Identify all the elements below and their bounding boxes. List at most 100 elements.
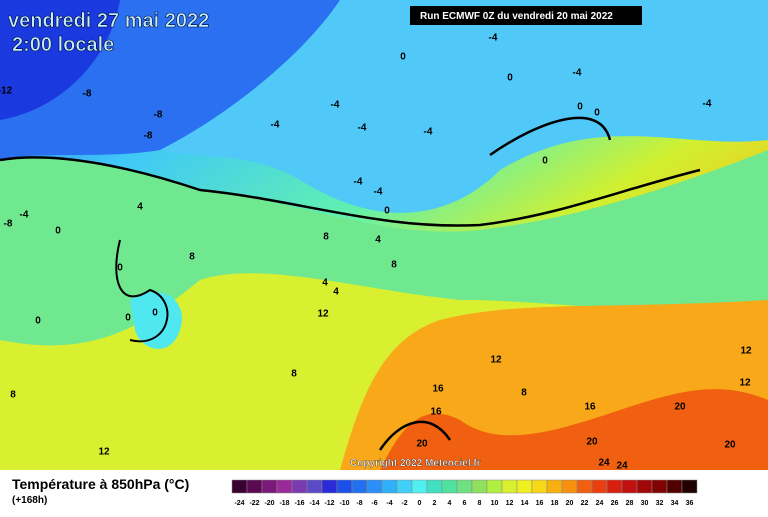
scale-swatch (471, 479, 488, 494)
contour-label: 8 (521, 388, 527, 399)
scale-swatch (681, 479, 698, 494)
isotherm-20 (378, 420, 452, 451)
copyright: Copyright 2022 Meteociel.fr (350, 458, 481, 469)
contour-label: 12 (98, 447, 110, 458)
cold-core (0, 0, 120, 120)
scale-label: -2 (401, 500, 407, 507)
contour-label: 12 (317, 309, 329, 320)
scale-swatch (456, 479, 473, 494)
contour-label: -8 (83, 89, 92, 100)
contour-label: 20 (674, 402, 686, 413)
scale-label: -18 (279, 500, 289, 507)
scale-label: 10 (491, 500, 499, 507)
contour-label: 16 (432, 384, 444, 395)
contour-label: 0 (125, 313, 131, 324)
scale-swatch (561, 479, 578, 494)
scale-swatch (636, 479, 653, 494)
contour-label: 12 (490, 355, 502, 366)
contour-label: 0 (117, 263, 123, 274)
contour-label: -4 (358, 123, 367, 134)
very-hot-region (380, 389, 768, 470)
contour-label: 24 (616, 461, 628, 472)
scale-label: -20 (264, 500, 274, 507)
contour-label: -4 (271, 120, 280, 131)
mild-region (0, 150, 768, 346)
scale-label: -14 (309, 500, 319, 507)
scale-swatch (606, 479, 623, 494)
scale-swatch (321, 479, 338, 494)
contour-label: 0 (542, 156, 548, 167)
contour-label: -8 (4, 219, 13, 230)
scale-label: 8 (478, 500, 482, 507)
contour-label: -8 (144, 131, 153, 142)
scale-label: -10 (339, 500, 349, 507)
cool-region (160, 0, 768, 213)
scale-swatch (276, 479, 293, 494)
time-title: 2:00 locale (12, 34, 114, 56)
contour-label: 0 (400, 52, 406, 63)
contour-label: 24 (598, 458, 610, 469)
contour-label: -8 (154, 110, 163, 121)
scale-swatch (381, 479, 398, 494)
scale-label: 26 (611, 500, 619, 507)
scale-label: -12 (324, 500, 334, 507)
scale-label: 2 (433, 500, 437, 507)
scale-swatch (576, 479, 593, 494)
contour-label: -4 (489, 33, 498, 44)
scale-label: -6 (371, 500, 377, 507)
scale-label: 22 (581, 500, 589, 507)
scale-swatch (486, 479, 503, 494)
scale-label: 18 (551, 500, 559, 507)
scale-label: 6 (463, 500, 467, 507)
scale-label: -4 (386, 500, 392, 507)
contour-label: 4 (137, 202, 143, 213)
contour-label: 0 (594, 108, 600, 119)
legend-subtitle: (+168h) (12, 495, 47, 506)
contour-label: 0 (152, 308, 158, 319)
scale-label: 34 (671, 500, 679, 507)
color-scale: -24 -22 -20 -18 -16 -14 -12 -10 -8 -6 -4 -2 0 2 4 6 8 10 1… (231, 479, 698, 507)
contour-label: 20 (416, 439, 428, 450)
contour-label: 12 (739, 378, 751, 389)
scale-swatch (336, 479, 353, 494)
scale-swatch (426, 479, 443, 494)
contour-label: -4 (331, 100, 340, 111)
scale-swatch (411, 479, 428, 494)
contour-label: 8 (323, 232, 329, 243)
contour-label: 20 (724, 440, 736, 451)
date-title: vendredi 27 mai 2022 (8, 10, 209, 32)
contour-label: 0 (35, 316, 41, 327)
scale-label: 30 (641, 500, 649, 507)
scale-label: 14 (521, 500, 529, 507)
contour-label: -4 (703, 99, 712, 110)
scale-swatch (246, 479, 263, 494)
contour-label: -12 (0, 86, 13, 97)
scale-label: 36 (686, 500, 694, 507)
contour-label: 0 (384, 206, 390, 217)
contour-label: -4 (354, 177, 363, 188)
scale-swatch (621, 479, 638, 494)
scale-label: -24 (234, 500, 244, 507)
scale-label: 4 (448, 500, 452, 507)
contour-label: 8 (291, 369, 297, 380)
scale-swatch (231, 479, 248, 494)
contour-label: 0 (577, 102, 583, 113)
cold-pool (130, 291, 182, 349)
scale-label: 24 (596, 500, 604, 507)
scale-label: 12 (506, 500, 514, 507)
contour-label: 20 (586, 437, 598, 448)
scale-swatch (396, 479, 413, 494)
legend-title: Température à 850hPa (°C) (12, 476, 189, 492)
contour-label: 0 (507, 73, 513, 84)
contour-label: -4 (424, 127, 433, 138)
contour-label: 4 (322, 278, 328, 289)
contour-label: 8 (189, 252, 195, 263)
scale-swatch (516, 479, 533, 494)
scale-label: -22 (249, 500, 259, 507)
scale-label: 16 (536, 500, 544, 507)
contour-label: 8 (10, 390, 16, 401)
scale-label: 20 (566, 500, 574, 507)
contour-label: 16 (430, 407, 442, 418)
